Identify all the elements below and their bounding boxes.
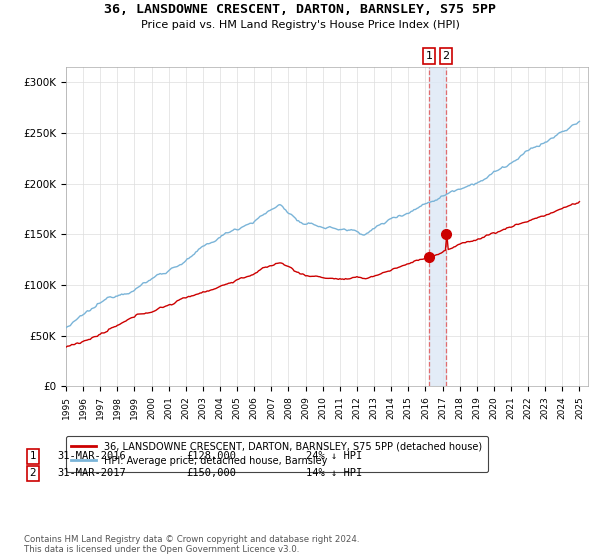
Text: 2: 2 xyxy=(443,51,449,61)
Bar xyxy=(429,67,446,386)
Text: £150,000: £150,000 xyxy=(186,468,236,478)
Text: 31-MAR-2017: 31-MAR-2017 xyxy=(57,468,126,478)
Text: Price paid vs. HM Land Registry's House Price Index (HPI): Price paid vs. HM Land Registry's House … xyxy=(140,20,460,30)
Text: Contains HM Land Registry data © Crown copyright and database right 2024.
This d: Contains HM Land Registry data © Crown c… xyxy=(24,535,359,554)
Text: 24% ↓ HPI: 24% ↓ HPI xyxy=(306,451,362,461)
Text: 1: 1 xyxy=(425,51,433,61)
Text: £128,000: £128,000 xyxy=(186,451,236,461)
Text: 1: 1 xyxy=(29,451,37,461)
Text: 14% ↓ HPI: 14% ↓ HPI xyxy=(306,468,362,478)
Text: 2: 2 xyxy=(29,468,37,478)
Text: 36, LANSDOWNE CRESCENT, DARTON, BARNSLEY, S75 5PP: 36, LANSDOWNE CRESCENT, DARTON, BARNSLEY… xyxy=(104,3,496,16)
Text: 31-MAR-2016: 31-MAR-2016 xyxy=(57,451,126,461)
Legend: 36, LANSDOWNE CRESCENT, DARTON, BARNSLEY, S75 5PP (detached house), HPI: Average: 36, LANSDOWNE CRESCENT, DARTON, BARNSLEY… xyxy=(65,436,488,472)
